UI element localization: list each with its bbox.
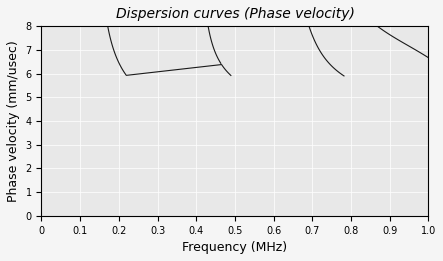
Y-axis label: Phase velocity (mm/usec): Phase velocity (mm/usec) — [7, 40, 20, 202]
Title: Dispersion curves (Phase velocity): Dispersion curves (Phase velocity) — [116, 7, 354, 21]
X-axis label: Frequency (MHz): Frequency (MHz) — [183, 241, 288, 254]
